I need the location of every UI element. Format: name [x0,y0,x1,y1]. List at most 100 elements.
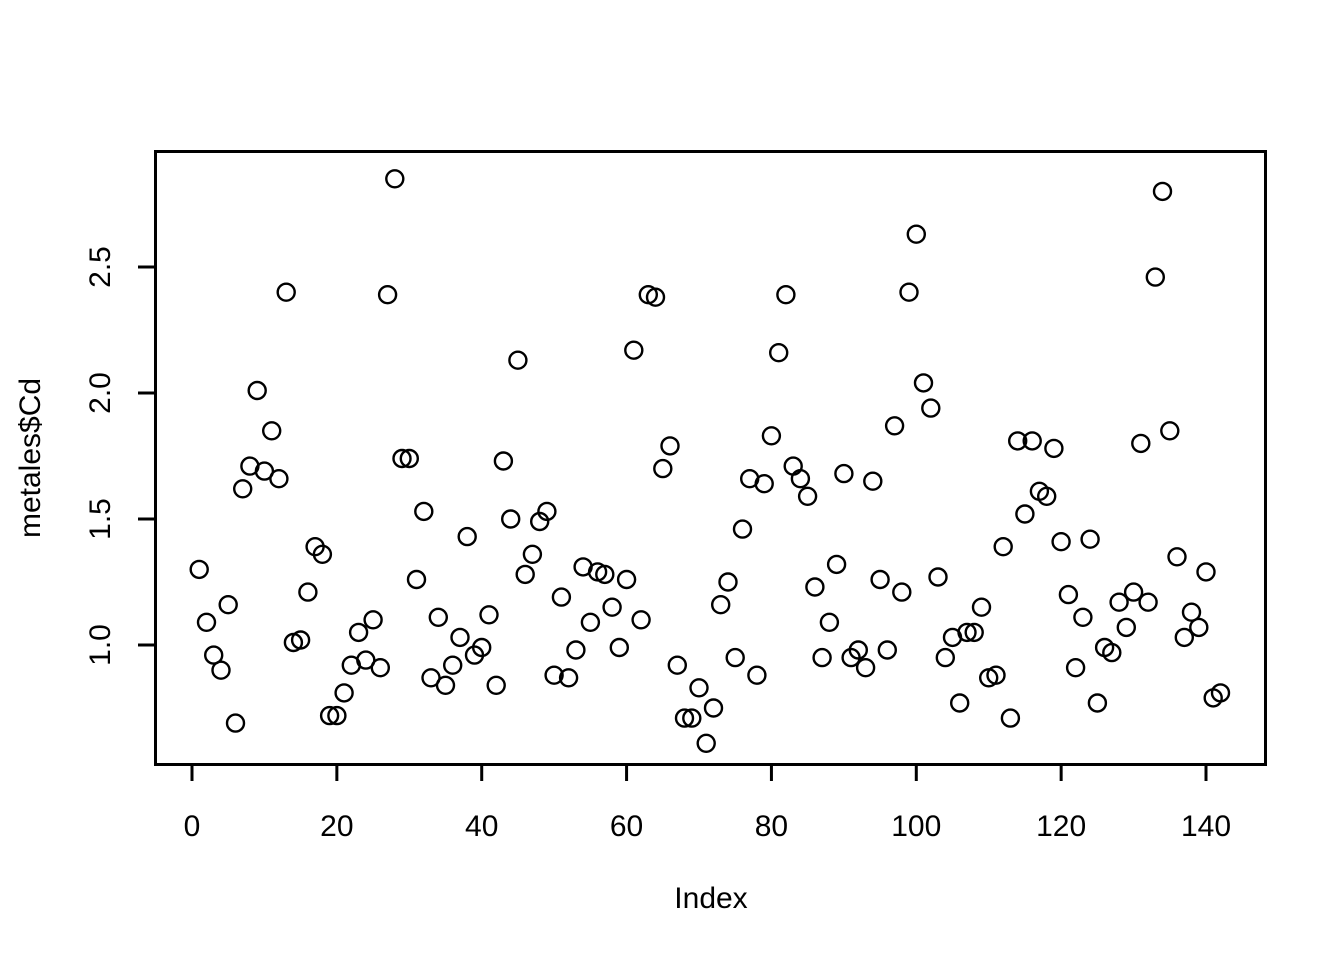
data-point [406,569,427,590]
data-point [711,595,731,615]
data-point [645,287,666,307]
data-point [957,622,977,643]
y-tick-label: 2.0 [84,372,117,414]
x-tick-label: 40 [465,810,498,843]
data-point [189,559,209,580]
data-point [1022,431,1042,451]
data-point [1152,181,1173,202]
data-point [428,607,448,627]
data-point [269,469,289,489]
data-point [479,605,499,625]
x-tick-label: 0 [184,810,201,843]
data-point [1138,592,1158,612]
data-point [392,448,412,469]
data-point [682,708,702,728]
data-point [1087,693,1108,713]
data-point [660,436,680,456]
data-point [1109,592,1129,612]
data-point [1145,267,1166,287]
data-point [508,350,528,370]
data-point [501,509,521,529]
x-tick-label: 20 [320,810,353,843]
data-point [653,458,673,479]
x-tick-label: 100 [891,810,941,843]
data-point [1036,486,1057,506]
data-point [544,665,564,685]
x-tick-label: 80 [755,810,788,843]
y-axis: 1.0 1.5 2.0 2.5 [84,246,154,666]
data-point [913,373,934,393]
data-point [1000,708,1021,728]
data-point [1065,658,1086,678]
data-point [863,471,883,491]
data-point [1160,421,1180,441]
data-point [797,486,818,506]
y-tick-label: 1.5 [84,498,117,540]
data-point [609,637,629,658]
data-point [457,526,477,547]
data-point [377,285,398,305]
data-point [472,637,492,658]
data-point [1174,627,1195,648]
data-point [1131,433,1151,454]
plot-frame [154,150,1267,766]
data-point [848,640,868,660]
data-point [921,398,941,418]
data-point [1051,532,1071,552]
data-point [1181,602,1202,622]
data-point [319,705,340,726]
data-point [247,380,267,401]
data-point [805,577,825,597]
data-point [1196,562,1216,582]
data-point [776,285,796,305]
data-point [935,647,955,668]
data-point [870,569,890,590]
data-point [950,693,970,713]
data-point [855,658,876,678]
data-point [884,416,905,436]
data-point [826,554,847,575]
data-point [616,569,637,590]
data-point [443,655,463,675]
data-point [1080,529,1100,549]
data-point [595,564,615,585]
data-point [602,597,622,617]
data-point [1123,582,1144,602]
data-point [732,519,753,539]
data-point [993,537,1013,557]
data-point [558,668,579,688]
data-point [964,622,984,643]
x-tick-label: 140 [1181,810,1231,843]
data-point [334,683,354,703]
data-point [718,572,738,592]
data-point [754,474,774,494]
data-point [515,564,535,585]
data-point [1102,642,1122,663]
data-point [703,698,724,718]
data-point [696,733,716,753]
data-point [1015,504,1035,524]
data-point [624,340,644,360]
data-point [566,640,586,660]
x-tick-label: 120 [1036,810,1086,843]
data-point [276,282,296,302]
y-axis-title: metales$Cd [14,378,47,538]
data-points [189,169,1231,753]
data-point [537,501,557,522]
data-point [493,451,514,471]
data-point [1210,683,1231,703]
data-point [211,660,231,680]
data-point [1116,617,1137,638]
data-point [196,612,217,632]
data-point [906,224,926,244]
data-point [1058,584,1079,605]
data-point [986,665,1006,685]
data-point [1189,617,1209,638]
data-point [298,582,318,602]
data-point [725,647,745,668]
data-point [399,448,419,469]
data-point [899,282,919,302]
data-point [928,567,948,587]
